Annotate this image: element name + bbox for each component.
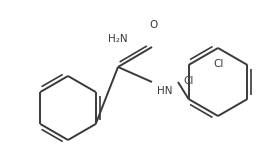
Text: Cl: Cl xyxy=(183,76,194,86)
Text: Cl: Cl xyxy=(214,59,224,69)
Text: H₂N: H₂N xyxy=(108,34,128,44)
Text: O: O xyxy=(150,20,158,30)
Text: HN: HN xyxy=(157,86,173,96)
